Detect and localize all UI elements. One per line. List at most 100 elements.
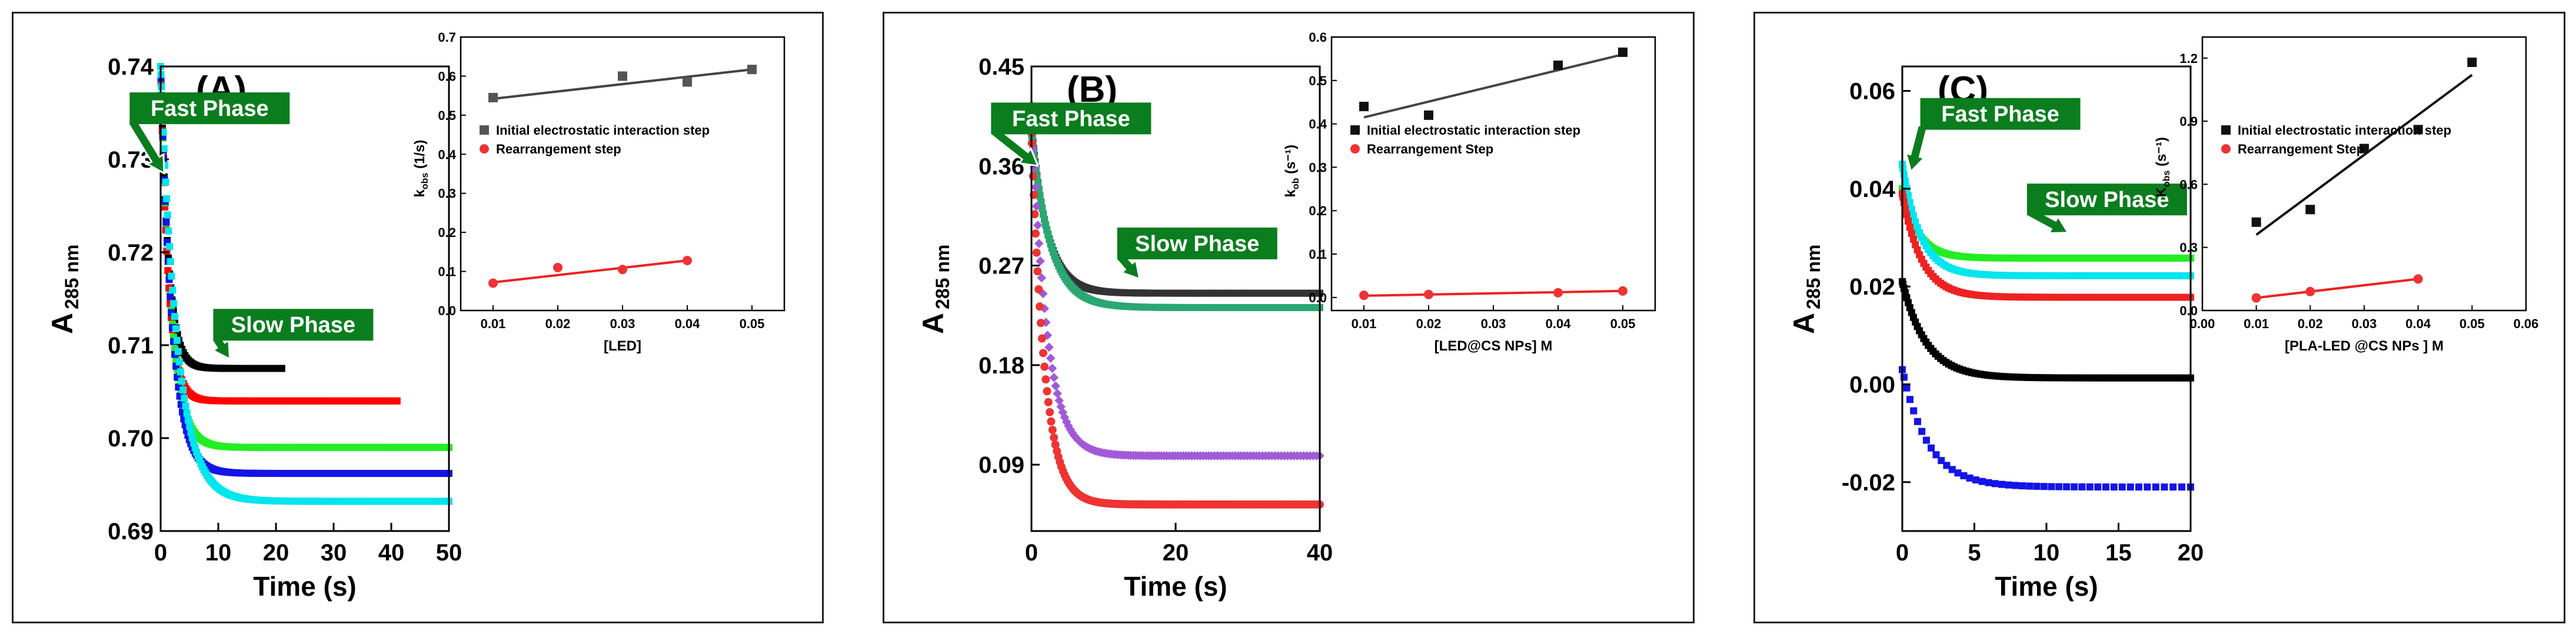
inset-data-point <box>1424 289 1433 299</box>
data-point <box>1903 384 1911 392</box>
data-point <box>1030 182 1040 192</box>
annotation-text: Slow Phase <box>2045 188 2169 212</box>
inset-x-tick-label: 0.02 <box>545 316 571 331</box>
x-tick-label: 10 <box>2033 540 2060 566</box>
inset-legend: Initial electrostatic interaction step Re… <box>480 123 710 156</box>
data-point <box>1030 210 1039 219</box>
phase-annotation: Slow Phase <box>210 309 374 361</box>
data-point <box>165 227 172 235</box>
data-point <box>1033 221 1043 230</box>
decay-series <box>1899 278 2194 382</box>
data-point <box>167 293 174 301</box>
annotation-box <box>1117 227 1277 259</box>
decay-series <box>1899 190 2194 301</box>
y-tick-label: 0.70 <box>108 426 154 452</box>
data-point <box>1938 457 1945 465</box>
x-tick-label: 0 <box>1896 540 1909 566</box>
inset-y-tick-label: 0.1 <box>1309 247 1327 262</box>
data-point <box>1932 451 1940 459</box>
y-tick-label: 0.06 <box>1849 79 1895 105</box>
y-tick-label: 0.00 <box>1849 372 1895 398</box>
x-tick-label: 5 <box>1968 540 1981 566</box>
data-point <box>165 243 173 251</box>
inset-data-point <box>2359 143 2369 153</box>
data-point <box>1985 479 1992 486</box>
data-point <box>2110 483 2118 491</box>
data-point <box>1998 480 2006 488</box>
y-tick-label: 0.04 <box>1849 176 1896 202</box>
inset-y-axis-label-main: k <box>1283 189 1299 198</box>
data-point <box>1048 426 1057 435</box>
inset-data-point <box>2305 286 2315 296</box>
annotation-text: Slow Phase <box>231 313 355 338</box>
data-point <box>2118 483 2126 491</box>
data-point <box>1909 212 1917 219</box>
data-point <box>183 409 191 417</box>
data-point <box>1903 211 1911 219</box>
data-point <box>393 397 401 405</box>
inset-data-point <box>2467 57 2477 67</box>
data-point <box>1908 205 1915 213</box>
data-point <box>1960 472 1968 480</box>
inset-y-axis-label: kobs (1/s) <box>412 140 430 198</box>
y-axis-label-main: A <box>1788 313 1820 334</box>
data-point <box>1031 229 1040 238</box>
data-point <box>1912 218 1919 226</box>
data-point <box>1037 199 1045 206</box>
data-point <box>1910 407 1918 415</box>
data-point <box>2040 483 2048 490</box>
panel-b: 0 20 40 0.09 0.18 0.27 0.36 0.45 Time (s) A 285 nm… <box>883 12 1695 623</box>
data-point <box>278 365 285 372</box>
fit-line <box>492 68 753 100</box>
data-point <box>1034 239 1044 248</box>
data-point <box>2126 483 2134 491</box>
y-tick-label: 0.02 <box>1849 274 1895 300</box>
data-point <box>2078 483 2086 490</box>
annotation-text: Slow Phase <box>1135 232 1259 256</box>
inset-x-axis-label: [LED] <box>604 338 641 354</box>
data-point <box>159 128 167 136</box>
decay-series <box>157 63 452 478</box>
inset-x-axis-label: [LED@CS NPs] M <box>1435 338 1553 354</box>
annotation-box <box>1920 98 2081 130</box>
data-point <box>1047 363 1057 373</box>
legend-label: Initial electrostatic interaction step <box>1367 123 1580 138</box>
data-point <box>1041 216 1049 223</box>
data-point <box>2053 374 2061 382</box>
data-point <box>1902 178 1909 185</box>
data-point <box>2169 483 2177 491</box>
x-tick-label: 40 <box>378 540 405 566</box>
fit-line <box>492 259 688 284</box>
decay-series <box>1027 101 1324 460</box>
y-axis-label-sub: 285 nm <box>932 245 953 309</box>
data-point <box>1034 285 1043 293</box>
inset-y-tick-label: 1.2 <box>2179 51 2198 66</box>
data-point <box>1044 342 1054 352</box>
data-point <box>1032 167 1040 175</box>
data-point <box>169 286 177 294</box>
inset-y-axis-label-sub: obs <box>2162 171 2172 188</box>
annotation-box <box>2026 183 2187 216</box>
y-tick-label: 0.71 <box>108 333 154 359</box>
inset-x-tick-label: 0.04 <box>1546 316 1572 331</box>
inset-data-point <box>1618 286 1628 296</box>
data-point <box>1914 418 1922 425</box>
annotation-arrow <box>127 116 165 175</box>
data-point <box>1053 389 1062 399</box>
x-tick-label: 50 <box>436 540 462 566</box>
data-point <box>1047 417 1056 426</box>
data-point <box>1046 408 1054 416</box>
data-point <box>1948 466 1956 473</box>
inset-x-tick-label: 0.05 <box>740 316 765 331</box>
inset-y-tick-label: 0.5 <box>438 108 456 123</box>
inset-x-tick-label: 0.03 <box>610 316 635 331</box>
data-point <box>1991 480 1999 488</box>
decay-series <box>1028 129 1323 312</box>
inset-x-tick-label: 0.05 <box>2459 316 2485 331</box>
data-point <box>1049 373 1059 382</box>
main-plot: 0 20 40 0.09 0.18 0.27 0.36 0.45 Time (s) A 285 nm… <box>917 54 1333 602</box>
main-plot: 0 10 20 30 40 500.690.700.710.720.730.74Time … <box>46 54 462 602</box>
data-point <box>160 145 168 152</box>
inset-x-tick-label: 0.01 <box>2244 316 2269 331</box>
data-point <box>1922 436 1930 444</box>
